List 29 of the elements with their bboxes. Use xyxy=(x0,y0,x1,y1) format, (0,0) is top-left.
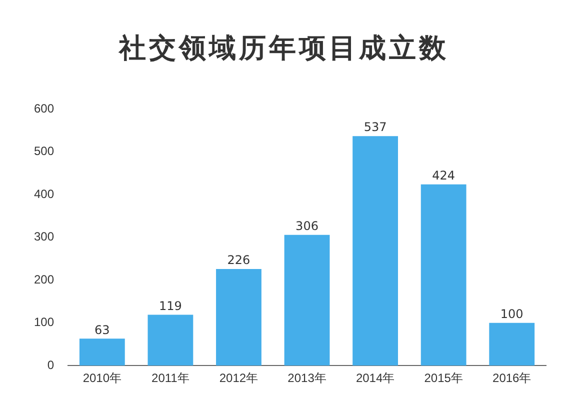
y-tick-label: 0 xyxy=(47,358,54,372)
y-tick-label: 500 xyxy=(34,144,54,158)
y-tick-label: 200 xyxy=(34,272,54,286)
x-tick-label: 2014年 xyxy=(356,371,395,386)
data-label: 63 xyxy=(94,322,110,337)
data-label: 100 xyxy=(500,306,524,321)
bar xyxy=(216,269,262,366)
x-tick-label: 2015年 xyxy=(424,371,463,386)
bar xyxy=(420,184,466,366)
bar xyxy=(489,322,535,366)
bar xyxy=(148,314,194,366)
y-tick-label: 100 xyxy=(34,315,54,330)
x-tick-label: 2013年 xyxy=(288,371,326,386)
data-label: 306 xyxy=(296,218,318,233)
data-label: 424 xyxy=(432,168,456,183)
bar xyxy=(284,234,330,366)
x-tick-label: 2010年 xyxy=(82,371,122,386)
chart-title: 社交领域历年项目成立数 xyxy=(118,32,450,66)
bar xyxy=(79,338,125,366)
data-label: 226 xyxy=(227,253,250,268)
bar xyxy=(352,136,398,366)
x-tick-label: 2016年 xyxy=(492,371,532,386)
data-label: 119 xyxy=(158,298,182,313)
x-tick-label: 2012年 xyxy=(219,371,258,386)
y-tick-label: 600 xyxy=(34,102,54,116)
y-tick-label: 300 xyxy=(34,230,54,244)
data-label: 537 xyxy=(364,120,387,134)
x-tick-label: 2011年 xyxy=(152,371,190,386)
y-tick-label: 400 xyxy=(34,186,54,201)
